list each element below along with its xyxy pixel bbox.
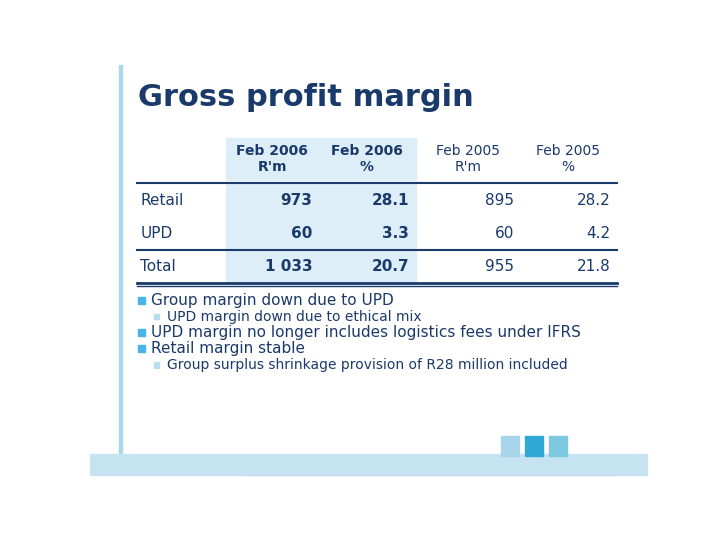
Text: Feb 2005
R'm: Feb 2005 R'm — [436, 144, 500, 174]
Bar — [319, 251, 415, 284]
Bar — [153, 362, 159, 368]
Text: 21.8: 21.8 — [577, 259, 611, 274]
Bar — [153, 314, 159, 319]
Text: Feb 2005
%: Feb 2005 % — [536, 144, 600, 174]
Text: UPD: UPD — [140, 226, 173, 241]
Text: Feb 2006
R'm: Feb 2006 R'm — [236, 144, 308, 174]
Text: 895: 895 — [485, 193, 514, 208]
Text: 4.2: 4.2 — [587, 226, 611, 241]
Bar — [549, 436, 567, 456]
Bar — [225, 217, 319, 251]
Text: Feb 2006
%: Feb 2006 % — [330, 144, 402, 174]
Bar — [319, 184, 415, 217]
Bar — [225, 251, 319, 284]
Text: 20.7: 20.7 — [372, 259, 409, 274]
Text: 973: 973 — [281, 193, 312, 208]
Text: 28.1: 28.1 — [372, 193, 409, 208]
Bar — [225, 184, 319, 217]
Bar — [319, 138, 415, 180]
Text: UPD margin no longer includes logistics fees under IFRS: UPD margin no longer includes logistics … — [151, 325, 581, 340]
Text: Retail margin stable: Retail margin stable — [151, 341, 305, 356]
Bar — [138, 297, 145, 304]
Text: UPD margin down due to ethical mix: UPD margin down due to ethical mix — [167, 309, 421, 323]
Bar — [525, 436, 544, 456]
Text: 1 033: 1 033 — [265, 259, 312, 274]
Bar — [500, 436, 519, 456]
Text: 60: 60 — [495, 226, 514, 241]
Text: Gross profit margin: Gross profit margin — [138, 83, 474, 112]
Bar — [138, 329, 145, 336]
Text: 28.2: 28.2 — [577, 193, 611, 208]
Text: Total: Total — [140, 259, 176, 274]
Text: Group surplus shrinkage provision of R28 million included: Group surplus shrinkage provision of R28… — [167, 358, 567, 372]
Text: Retail: Retail — [140, 193, 184, 208]
Text: 60: 60 — [291, 226, 312, 241]
Bar — [120, 65, 122, 457]
Text: 3.3: 3.3 — [382, 226, 409, 241]
Bar — [138, 346, 145, 353]
Text: 955: 955 — [485, 259, 514, 274]
Bar — [319, 217, 415, 251]
Bar — [90, 454, 648, 475]
Bar — [225, 138, 319, 180]
Text: Group margin down due to UPD: Group margin down due to UPD — [151, 293, 394, 308]
